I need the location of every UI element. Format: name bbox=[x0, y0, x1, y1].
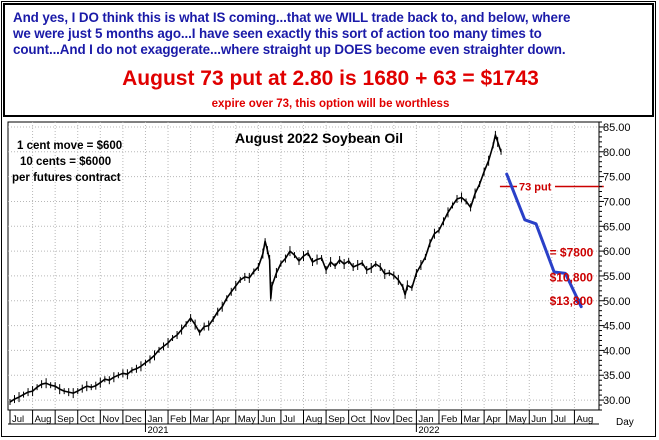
x-month-label: Mar bbox=[193, 414, 209, 425]
y-axis: 30.00 35.00 40.00 45.00 50.00 55.00 60.00 65.00… bbox=[599, 121, 631, 411]
y-tick-label: 40.00 bbox=[603, 345, 631, 357]
x-year-label: 2022 bbox=[418, 425, 439, 436]
contract-info-line: per futures contract bbox=[12, 172, 121, 184]
y-tick-label: 35.00 bbox=[603, 370, 631, 382]
x-month-label: Feb bbox=[441, 414, 457, 425]
x-month-label: Mar bbox=[464, 414, 480, 425]
x-month-label: Apr bbox=[215, 414, 230, 425]
contract-info-line: 10 cents = $6000 bbox=[20, 156, 111, 168]
x-month-label: Jul bbox=[554, 414, 566, 425]
y-tick-label: 80.00 bbox=[603, 147, 631, 159]
x-month-label: Sep bbox=[328, 414, 345, 425]
y-tick-label: 55.00 bbox=[603, 271, 631, 283]
x-month-label: Nov bbox=[102, 414, 119, 425]
x-month-label: Oct bbox=[351, 414, 366, 425]
y-tick-label: 45.00 bbox=[603, 321, 631, 333]
profit-annotation: = $7800 bbox=[550, 246, 594, 260]
x-month-label: Dec bbox=[125, 414, 142, 425]
y-tick-label: 30.00 bbox=[603, 395, 631, 407]
x-month-label: Jan bbox=[147, 414, 162, 425]
x-month-label: May bbox=[509, 414, 527, 425]
x-unit-label: Day bbox=[616, 417, 634, 428]
profit-annotation: $10,800 bbox=[550, 270, 594, 284]
y-tick-label: 65.00 bbox=[603, 221, 631, 233]
intro-line: And yes, I DO think this is what IS comi… bbox=[13, 10, 571, 25]
intro-line: we were just 5 months ago...I have seen … bbox=[13, 26, 542, 41]
x-month-label: Feb bbox=[170, 414, 186, 425]
profit-annotation: $13,800 bbox=[550, 294, 594, 308]
x-month-label: Jan bbox=[418, 414, 433, 425]
intro-line: count...And I do not exaggerate...where … bbox=[13, 42, 566, 57]
x-month-label: Apr bbox=[486, 414, 501, 425]
price-series bbox=[9, 130, 502, 406]
x-month-label: Oct bbox=[80, 414, 95, 425]
x-month-label: Jul bbox=[12, 414, 24, 425]
x-month-label: Jun bbox=[260, 414, 275, 425]
x-month-label: Nov bbox=[373, 414, 390, 425]
x-axis: Jul Aug Sep Oct Nov Dec Jan Feb Mar Apr May Jun Jul A… bbox=[8, 410, 599, 436]
x-month-label: Aug bbox=[306, 414, 323, 425]
expiry-note: expire over 73, this option will be wort… bbox=[211, 98, 450, 110]
commentary-header: And yes, I DO think this is what IS comi… bbox=[3, 3, 654, 117]
x-year-label: 2021 bbox=[147, 425, 168, 436]
put-label-background bbox=[517, 179, 555, 193]
y-tick-label: 70.00 bbox=[603, 196, 631, 208]
intro-commentary: And yes, I DO think this is what IS comi… bbox=[13, 10, 653, 58]
y-tick-label: 50.00 bbox=[603, 296, 631, 308]
put-strike-label: 73 put bbox=[519, 182, 552, 194]
projection-line bbox=[505, 172, 583, 309]
put-headline: August 73 put at 2.80 is 1680 + 63 = $17… bbox=[122, 67, 539, 90]
overlay-layer: 73 put = $7800 $10,800 $13,800 bbox=[499, 172, 604, 309]
contract-info-line: 1 cent move = $600 bbox=[17, 140, 122, 152]
x-month-label: Sep bbox=[57, 414, 74, 425]
x-month-label: Jun bbox=[531, 414, 546, 425]
y-tick-label: 75.00 bbox=[603, 172, 631, 184]
x-month-label: May bbox=[238, 414, 256, 425]
chart-title: August 2022 Soybean Oil bbox=[235, 130, 403, 146]
x-month-label: Jul bbox=[283, 414, 295, 425]
x-month-label: Aug bbox=[35, 414, 52, 425]
y-tick-label: 60.00 bbox=[603, 246, 631, 258]
projection-arrowhead bbox=[574, 297, 582, 307]
x-month-label: Dec bbox=[396, 414, 413, 425]
x-month-label: Aug bbox=[576, 414, 593, 425]
y-tick-label: 85.00 bbox=[603, 122, 631, 134]
